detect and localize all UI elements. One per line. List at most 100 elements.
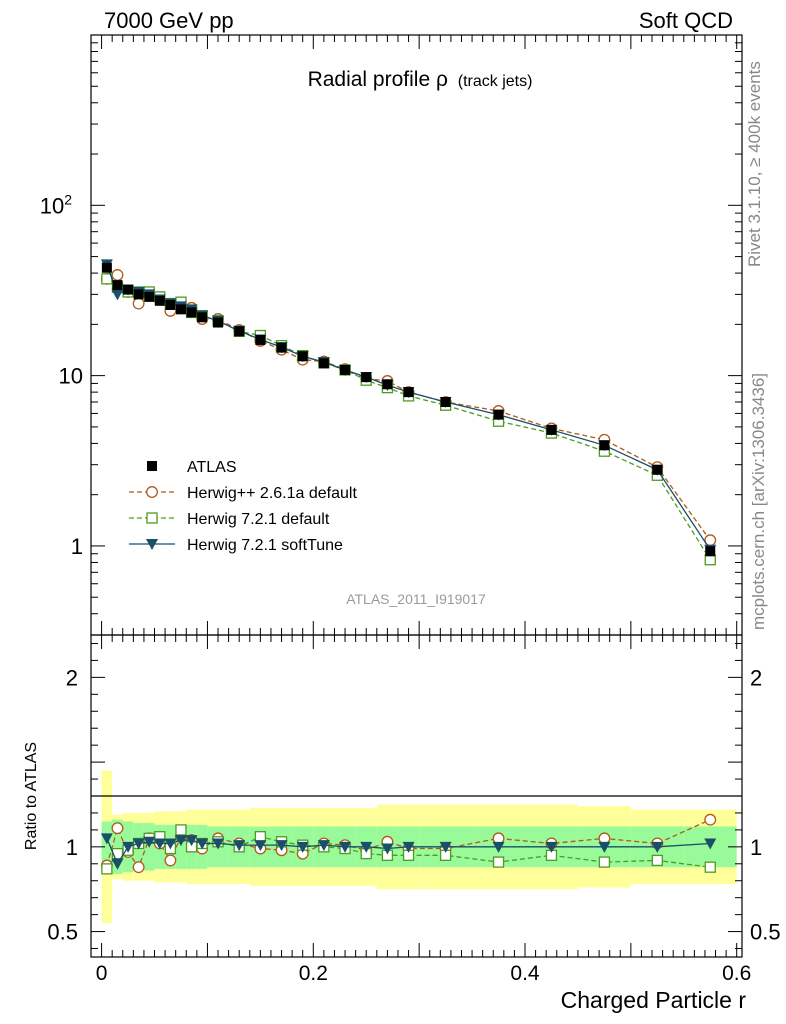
band-inner-7 [175,824,187,869]
main-series-0-point-9 [197,312,208,323]
legend-label-1: Herwig++ 2.6.1a default [187,485,357,502]
ratio-series-2-point-15 [317,840,330,852]
ratio-y-tick-label-right-1: 1 [750,835,762,860]
ratio-series-0-point-6 [164,854,177,867]
band-inner-0 [101,821,113,873]
main-series-0-point-5 [154,295,165,306]
main-series-0-point-20 [440,397,451,408]
ratio-series-2-point-3 [132,838,145,850]
ratio-series-2-point-12 [254,840,267,852]
main-series-1-point-1 [111,269,124,281]
legend-entry-0: ATLAS [147,459,237,476]
legend-entry-2: Herwig 7.2.1 default [129,511,330,528]
ratio-series-0-point-1 [111,822,124,835]
legend-label-3: Herwig 7.2.1 softTune [187,537,343,554]
ratio-y-tick-label-left-2: 2 [66,665,78,690]
legend: ATLAS Herwig++ 2.6.1a default Herwig 7.2.1… [129,459,357,554]
x-axis-label: Charged Particle r [561,987,747,1013]
ratio-series-2-point-11 [233,840,246,852]
legend-marker-0 [147,461,157,471]
main-title-sub: (track jets) [458,73,533,90]
main-series-0-point-24 [652,464,663,475]
main-title-text: Radial profile ρ [308,68,448,91]
side-label-mcplots: mcplots.cern.ch [arXiv:1306.3436] [749,372,768,630]
main-y-tick-base: 10 [40,193,64,218]
ratio-series-1-point-21 [492,856,505,868]
ratio-series-2-point-18 [381,843,394,855]
ratio-series-1-point-24 [651,854,663,867]
ratio-y-tick-label-right-2: 2 [750,665,762,690]
main-series-3-point-1 [111,289,124,301]
x-tick-label-2: 0.4 [510,962,540,985]
legend-marker-3 [146,539,158,550]
ratio-series-2-point-8 [185,835,198,847]
ratio-series-2-point-22 [545,841,558,853]
ratio-series-2-point-7 [174,835,187,847]
main-series-0-point-7 [175,304,186,315]
ratio-y-tick-label-right-0: 0.5 [750,920,781,945]
main-series-1-point-3 [132,297,145,310]
main-y-tick-label-0: 1 [71,534,83,559]
side-label-rivet: Rivet 3.1.10, ≥ 400k events [745,61,764,267]
band-inner-1 [112,819,123,874]
ratio-series-1-point-25 [704,861,716,873]
main-y-tick-exp: 2 [64,191,72,207]
main-series-0-point-22 [546,424,557,435]
main-series-0-point-1 [112,280,123,291]
legend-entry-3: Herwig 7.2.1 softTune [129,537,343,554]
main-series-0-point-23 [599,440,610,451]
ratio-series-2-point-0 [100,833,113,845]
ratio-series-0-point-25 [704,813,717,826]
x-tick-label-3: 0.6 [722,962,751,985]
main-series-0-point-17 [361,372,372,383]
ratio-series-2-point-23 [598,841,611,853]
main-series-0-point-15 [318,358,329,369]
ratio-series-1-line [106,828,711,870]
main-series-0-point-14 [297,351,308,362]
ratio-series-1-point-23 [598,856,611,868]
legend-marker-1 [146,486,158,498]
ratio-series-2-point-9 [196,838,209,850]
main-y-tick-label-1: 10 [59,364,83,389]
main-series-0-point-25 [705,546,716,557]
main-series-0-point-10 [213,317,224,328]
ratio-series-2-point-14 [296,841,309,853]
main-y-tick-label-2: 102 [40,191,72,218]
legend-entry-1: Herwig++ 2.6.1a default [129,485,357,502]
main-series-0-point-3 [133,289,144,300]
ratio-series-0-point-3 [132,861,145,874]
ratio-series-2-point-24 [651,841,664,853]
main-series-0-point-21 [493,409,504,420]
main-series-0-point-18 [382,379,393,390]
ratio-series-2-point-21 [492,841,505,853]
ratio-series-2-point-13 [275,840,288,852]
main-series-0-point-4 [144,291,155,302]
ratio-series-2-point-16 [339,841,352,853]
ratio-series-2-point-4 [143,836,156,848]
ratio-series-2-point-6 [164,838,177,850]
x-tick-label-1: 0.2 [299,962,328,985]
legend-label-0: ATLAS [187,459,237,476]
main-series-0-point-0 [101,262,112,273]
main-series-0-point-8 [186,307,197,318]
watermark: ATLAS_2011_I919017 [346,591,486,607]
ratio-y-tick-label-left-0: 0.5 [47,920,78,945]
x-tick-label-0: 0 [96,962,108,985]
main-series-0-point-6 [165,299,176,310]
ratio-series-2-point-10 [212,838,225,850]
ratio-series-1-point-7 [175,824,187,836]
main-title: Radial profile ρ (track jets) [308,68,533,91]
legend-marker-2 [146,512,158,524]
ratio-series-2-point-1 [111,858,124,870]
ratio-series-2-point-2 [122,841,135,853]
legend-label-2: Herwig 7.2.1 default [187,511,330,528]
ratio-y-tick-label-left-1: 1 [66,835,78,860]
main-series-0-point-11 [234,326,245,337]
ratio-series-2-point-25 [704,838,717,850]
main-series-0-point-16 [340,364,351,375]
ratio-panel: 0.5 0.5 1 1 2 2 0 0.2 0.4 0.6 Ratio to ATLAS [23,634,781,985]
header-right: Soft QCD [639,8,733,33]
ratio-series-2-point-20 [439,841,452,853]
